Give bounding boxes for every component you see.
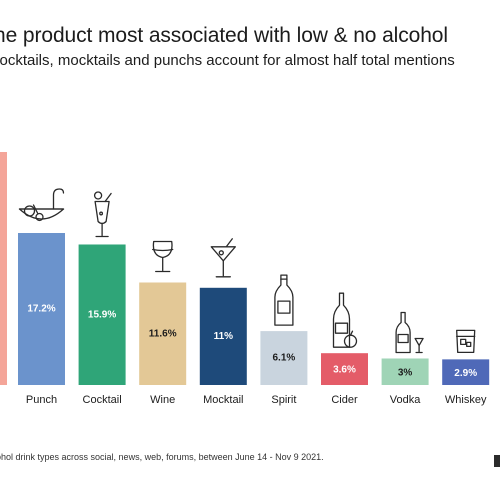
category-label: Cider [331,394,358,406]
bar-value-label: 2.9% [454,368,477,379]
bar-value-label: 15.9% [88,309,116,320]
cider-bottle-apple-icon [332,292,358,348]
bar-spirit [260,331,308,385]
bar-value-label: 11% [214,331,234,342]
category-label: Spirit [271,394,296,406]
wine-glass-icon [152,240,174,273]
vodka-bottle-icon [395,311,424,354]
bar-value-label: 6.1% [273,353,296,364]
bar-cocktail [78,244,126,385]
bar-whiskey [442,359,490,385]
category-label: Cocktail [83,394,122,406]
category-label: Vodka [390,394,421,406]
chart-title: he product most associated with low & no… [0,24,448,47]
bar-value-label: 3% [398,367,413,378]
bar-value-label: 3.6% [333,365,356,376]
category-label: Wine [150,394,175,406]
category-label: Mocktail [203,394,243,406]
bar-value-label: 11.6% [149,328,177,339]
bar-partial [0,152,7,385]
source-footnote: ohol drink types across social, news, we… [0,452,324,462]
bar-wine [139,282,187,385]
chart-subtitle: cocktails, mocktails and punchs account … [0,52,455,69]
bar-vodka [381,358,429,385]
brand-logo [494,455,500,467]
bar-value-label: 17.2% [27,304,55,315]
category-label: Punch [26,394,57,406]
punch-bowl-icon [18,188,65,222]
bar-mocktail [199,287,247,385]
cocktail-glass-icon [93,191,112,238]
bar-punch [18,233,65,385]
spirit-bottle-icon [274,274,294,326]
category-label: Whiskey [445,394,487,406]
martini-glass-icon [210,238,236,278]
bar-cider [321,353,368,385]
whiskey-glass-icon [456,329,476,354]
